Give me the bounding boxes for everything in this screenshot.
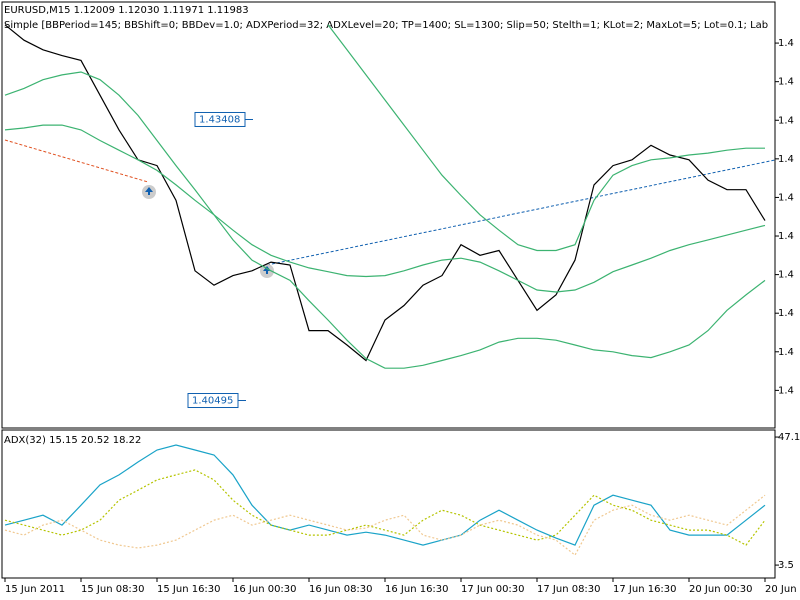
x-tick-label: 16 Jun 00:30 [233, 584, 297, 595]
series-line [4, 469, 766, 546]
y-tick-label: 1.4 [778, 270, 794, 281]
trend-line [4, 139, 149, 183]
series-line [4, 124, 766, 293]
y-tick-label: 1.4 [778, 192, 794, 203]
series-line [327, 24, 765, 252]
trade-arrow [263, 266, 271, 274]
y-tick-label: 1.4 [778, 385, 794, 396]
x-tick-label: 17 Jun 16:30 [613, 584, 677, 595]
x-tick-label: 15 Jun 2011 [5, 584, 65, 595]
y-tick-label: 1.4 [778, 77, 794, 88]
series-line [4, 71, 766, 369]
y-tick-label: 1.4 [778, 308, 794, 319]
chart-title: EURUSD,M15 1.12009 1.12030 1.11971 1.119… [4, 5, 249, 16]
x-tick-label: 16 Jun 08:30 [309, 584, 373, 595]
price-label: 1.43408 [199, 114, 240, 125]
indicator-title: ADX(32) 15.15 20.52 18.22 [4, 435, 141, 446]
x-tick-label: 15 Jun 08:30 [81, 584, 145, 595]
x-tick-label: 20 Jun [765, 584, 797, 595]
x-tick-label: 15 Jun 16:30 [157, 584, 221, 595]
y-tick-label: 47.1 [778, 432, 800, 443]
chart-subtitle: Simple [BBPeriod=145; BBShift=0; BBDev=1… [4, 20, 768, 31]
y-tick-label: 3.5 [778, 560, 794, 571]
series-line [4, 494, 766, 557]
y-tick-label: 1.4 [778, 38, 794, 49]
y-tick-label: 1.4 [778, 231, 794, 242]
x-tick-label: 17 Jun 08:30 [537, 584, 601, 595]
y-tick-label: 1.4 [778, 154, 794, 165]
x-tick-label: 17 Jun 00:30 [461, 584, 525, 595]
trend-line [266, 159, 776, 266]
trade-arrow [145, 187, 153, 195]
x-tick-label: 20 Jun 00:30 [689, 584, 753, 595]
y-tick-label: 1.4 [778, 347, 794, 358]
series-line [4, 24, 766, 362]
series-line [4, 444, 766, 546]
adx-panel [1, 429, 776, 579]
price-panel [1, 1, 776, 429]
price-label: 1.40495 [192, 396, 233, 407]
y-tick-label: 1.4 [778, 115, 794, 126]
x-tick-label: 16 Jun 16:30 [385, 584, 449, 595]
